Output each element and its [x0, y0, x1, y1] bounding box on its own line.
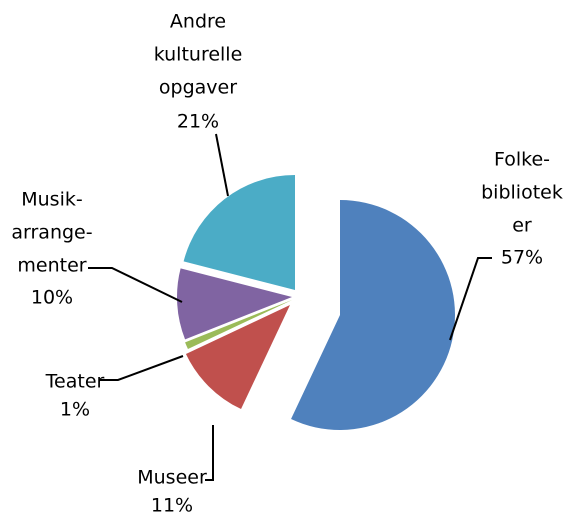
- pie-slice: [176, 268, 292, 340]
- slice-label: opgaver: [159, 77, 237, 99]
- slice-label: Teater: [45, 371, 105, 393]
- leader-line: [88, 267, 183, 303]
- slice-value-label: 21%: [177, 111, 219, 133]
- slice-label: bibliotek: [481, 182, 563, 204]
- leader-line: [215, 133, 229, 197]
- slice-label: menter: [17, 255, 86, 277]
- slice-value-label: 1%: [60, 399, 90, 421]
- slice-label: kulturelle: [154, 44, 243, 66]
- slice-label: Museer: [137, 467, 207, 489]
- slice-value-label: 11%: [151, 495, 193, 516]
- leader-line: [100, 355, 184, 381]
- slice-value-label: 57%: [501, 247, 543, 269]
- pie-slice: [291, 200, 455, 430]
- leader-line: [205, 425, 214, 481]
- slice-label: Musik-: [21, 189, 82, 211]
- slice-label: arrange-: [11, 222, 92, 244]
- pie-slice: [185, 300, 292, 349]
- pie-slice: [185, 305, 290, 410]
- slice-label: Andre: [170, 11, 226, 33]
- slice-label: Folke-: [494, 149, 550, 171]
- leader-line: [449, 257, 492, 341]
- slice-value-label: 10%: [31, 287, 73, 309]
- slice-label: er: [512, 215, 532, 237]
- pie-slice: [183, 175, 295, 290]
